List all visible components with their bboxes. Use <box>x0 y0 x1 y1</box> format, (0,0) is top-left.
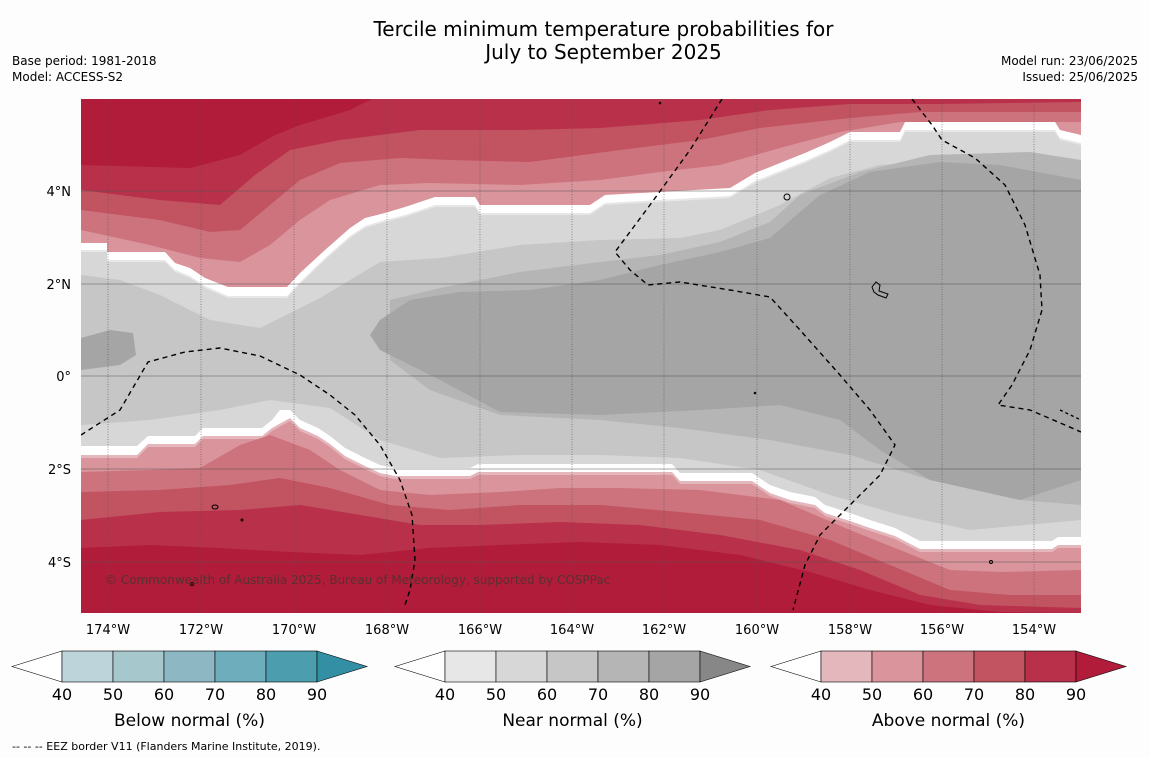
model-name: Model: ACCESS-S2 <box>12 70 124 84</box>
colorbar-2: 40 50 60 70 80 90 Above normal (%) <box>769 650 1128 731</box>
base-period: Base period: 1981-2018 <box>12 54 157 68</box>
lon-label: 158°W <box>828 623 872 638</box>
colorbar-segment <box>444 650 497 683</box>
lon-label: 168°W <box>365 623 409 638</box>
south-band-90 <box>81 542 1081 613</box>
west-grey-patch <box>81 330 136 370</box>
colorbar-segment <box>61 650 114 683</box>
eez-borders <box>81 99 1081 611</box>
colorbar-title: Above normal (%) <box>872 711 1025 731</box>
lon-label: 170°W <box>272 623 316 638</box>
title-line-1: Tercile minimum temperature probabilitie… <box>373 17 834 41</box>
colorbar-1: 40 50 60 70 80 90 Near normal (%) <box>393 650 752 731</box>
lon-label: 160°W <box>735 623 779 638</box>
lat-label: 2°S <box>48 463 71 478</box>
colorbar-tick-label: 60 <box>537 685 557 704</box>
colorbar-segment <box>1024 650 1077 683</box>
colorbar-tick-label: 90 <box>1066 685 1086 704</box>
colorbar-low-triangle <box>769 650 822 683</box>
model-run: Model run: 23/06/2025 <box>1000 54 1138 68</box>
colorbar-tick-label: 80 <box>1015 685 1035 704</box>
issued-date: Issued: 25/06/2025 <box>1022 70 1138 84</box>
colorbar-tick-label: 90 <box>690 685 710 704</box>
copyright-text: © Commonwealth of Australia 2025, Bureau… <box>105 573 610 587</box>
colorbar-segment <box>163 650 216 683</box>
colorbar-0: 40 50 60 70 80 90 Below normal (%) <box>10 650 369 731</box>
colorbar-tick-label: 70 <box>588 685 608 704</box>
colorbar-segment <box>214 650 267 683</box>
colorbar-segment <box>922 650 975 683</box>
colorbar-high-triangle <box>699 650 752 683</box>
colorbar-tick-label: 80 <box>256 685 276 704</box>
eez-footnote: -- -- -- EEZ border V11 (Flanders Marine… <box>12 740 321 753</box>
lat-labels: 4°N 2°N 0° 2°S 4°S <box>47 185 72 571</box>
colorbar-tick-label: 60 <box>154 685 174 704</box>
colorbar-low-triangle <box>10 650 63 683</box>
near-band-80 <box>370 162 1081 500</box>
colorbar-tick-label: 50 <box>486 685 506 704</box>
colorbar-segment <box>648 650 701 683</box>
meta-right: Model run: 23/06/2025 Issued: 25/06/2025 <box>1001 53 1138 85</box>
lon-label: 156°W <box>920 623 964 638</box>
lat-label: 4°S <box>48 556 71 571</box>
colorbar-high-triangle <box>316 650 369 683</box>
lon-labels: 174°W 172°W 170°W 168°W 166°W 164°W 162°… <box>86 623 1056 638</box>
colorbar-tick-label: 40 <box>435 685 455 704</box>
colorbar-title: Near normal (%) <box>502 711 642 731</box>
colorbar-segment <box>546 650 599 683</box>
colorbar-segment <box>112 650 165 683</box>
colorbar-tick-label: 60 <box>913 685 933 704</box>
lat-label: 0° <box>56 370 71 385</box>
colorbar-segment <box>495 650 548 683</box>
colorbar-tick-label: 50 <box>862 685 882 704</box>
lat-label: 4°N <box>47 185 72 200</box>
colorbar-low-triangle <box>393 650 446 683</box>
lon-label: 174°W <box>86 623 130 638</box>
colorbar-tick-label: 70 <box>205 685 225 704</box>
colorbars: 40 50 60 70 80 90 Below normal (%) 40 50 60 70 80 90… <box>10 650 1128 731</box>
colorbar-segment <box>265 650 318 683</box>
chart-title: Tercile minimum temperature probabilitie… <box>0 18 1150 64</box>
lon-label: 162°W <box>642 623 686 638</box>
colorbar-segment <box>597 650 650 683</box>
gridlines <box>107 99 1035 613</box>
colorbar-tick-label: 50 <box>103 685 123 704</box>
map-area: © Commonwealth of Australia 2025, Bureau… <box>81 99 1081 613</box>
lat-gridlines <box>81 190 1081 563</box>
title-line-2: July to September 2025 <box>485 40 722 64</box>
islands <box>190 101 993 586</box>
colorbar-tick-label: 90 <box>307 685 327 704</box>
lat-label: 2°N <box>47 278 72 293</box>
meta-left: Base period: 1981-2018 Model: ACCESS-S2 <box>12 53 157 85</box>
colorbar-segment <box>973 650 1026 683</box>
colorbar-segment <box>871 650 924 683</box>
colorbar-tick-label: 40 <box>811 685 831 704</box>
colorbar-tick-label: 40 <box>52 685 72 704</box>
colorbar-tick-label: 80 <box>639 685 659 704</box>
colorbar-high-triangle <box>1075 650 1128 683</box>
lon-label: 166°W <box>458 623 502 638</box>
lon-label: 164°W <box>550 623 594 638</box>
colorbar-title: Below normal (%) <box>114 711 265 731</box>
colorbar-tick-label: 70 <box>964 685 984 704</box>
colorbar-segment <box>820 650 873 683</box>
lon-label: 154°W <box>1012 623 1056 638</box>
lon-label: 172°W <box>179 623 223 638</box>
